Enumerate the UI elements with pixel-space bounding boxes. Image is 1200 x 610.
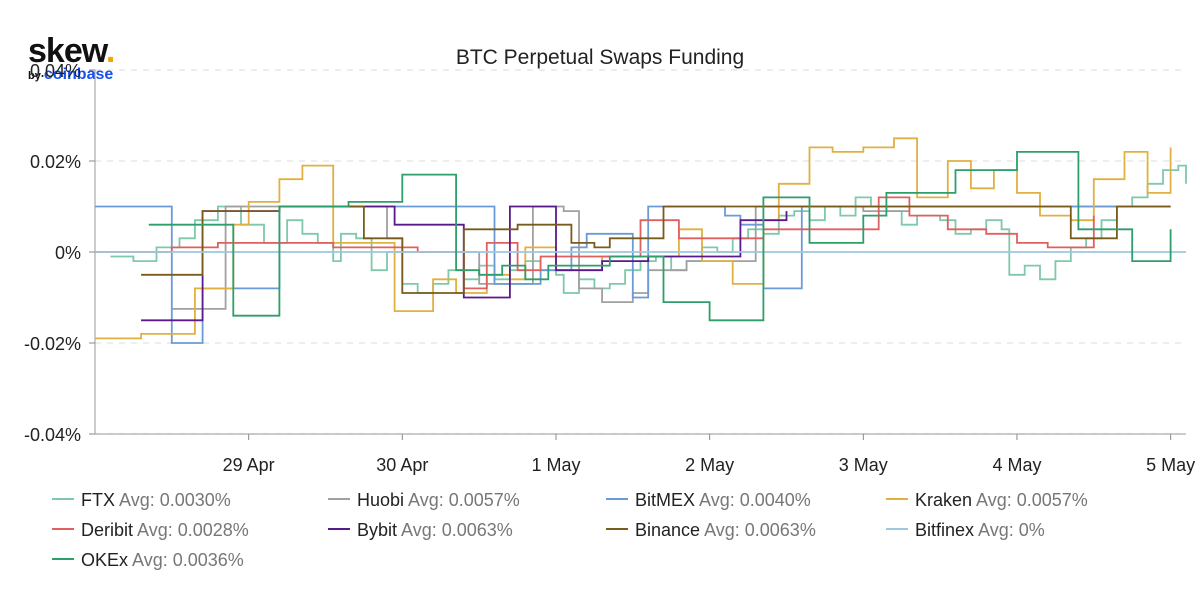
logo-dot: . [105, 32, 116, 70]
legend-series-name: Kraken [915, 490, 973, 510]
logo-brand: skew [28, 32, 107, 70]
legend-series-name: BitMEX [635, 490, 696, 510]
x-tick-label: 5 May [1146, 455, 1195, 475]
x-tick-label: 1 May [531, 455, 580, 475]
legend-series-name: Bitfinex [915, 520, 975, 540]
legend-series-name: OKEx [81, 550, 129, 570]
legend-series-name: Deribit [81, 520, 134, 540]
legend-series-average: Avg: 0.0040% [695, 490, 811, 510]
legend-swatch [52, 498, 74, 501]
legend-swatch [52, 528, 74, 531]
chart-title: BTC Perpetual Swaps Funding [455, 46, 745, 69]
legend-series-name: Binance [635, 520, 701, 540]
legend-series-name: Bybit [357, 520, 398, 540]
legend-item-binance[interactable]: Binance Avg: 0.0063% [606, 520, 816, 541]
y-tick-label: 0% [55, 243, 81, 263]
legend-item-okex[interactable]: OKEx Avg: 0.0036% [52, 550, 244, 571]
legend-series-average: Avg: 0.0036% [128, 550, 244, 570]
y-tick-label: 0.04% [30, 61, 81, 81]
legend-series-average: Avg: 0.0057% [972, 490, 1088, 510]
legend-item-bitfinex[interactable]: Bitfinex Avg: 0% [886, 520, 1045, 541]
legend-item-ftx[interactable]: FTX Avg: 0.0030% [52, 490, 231, 511]
legend-item-deribit[interactable]: Deribit Avg: 0.0028% [52, 520, 249, 541]
legend-swatch [606, 528, 628, 531]
y-tick-label: 0.02% [30, 152, 81, 172]
legend-swatch [886, 528, 908, 531]
axes: 0.04% 0.02% 0% -0.02% -0.04% 29 Apr 30 Apr 1 Ma… [24, 61, 1195, 475]
y-tick-label: -0.02% [24, 334, 81, 354]
series-lines [95, 137, 1187, 344]
legend-swatch [328, 528, 350, 531]
legend-swatch [52, 558, 74, 561]
legend-series-average: Avg: 0.0063% [700, 520, 816, 540]
legend-series-average: Avg: 0% [974, 520, 1045, 540]
x-tick-label: 2 May [685, 455, 734, 475]
y-tick-label: -0.04% [24, 425, 81, 445]
legend-swatch [328, 498, 350, 501]
x-tick-label: 30 Apr [376, 455, 428, 475]
legend-swatch [606, 498, 628, 501]
series-line-kraken [95, 137, 1172, 340]
logo-by: by [28, 70, 41, 82]
legend-swatch [886, 498, 908, 501]
legend-series-name: Huobi [357, 490, 405, 510]
x-tick-label: 4 May [992, 455, 1041, 475]
legend-item-kraken[interactable]: Kraken Avg: 0.0057% [886, 490, 1088, 511]
legend-series-average: Avg: 0.0028% [133, 520, 249, 540]
legend-series-name: FTX [81, 490, 115, 510]
x-tick-label: 3 May [839, 455, 888, 475]
legend-item-bybit[interactable]: Bybit Avg: 0.0063% [328, 520, 513, 541]
legend-series-average: Avg: 0.0057% [404, 490, 520, 510]
legend-series-average: Avg: 0.0030% [115, 490, 231, 510]
skew-logo: skew. by coinbase [28, 32, 116, 84]
legend-item-bitmex[interactable]: BitMEX Avg: 0.0040% [606, 490, 811, 511]
series-line-okex [148, 151, 1172, 322]
legend-item-huobi[interactable]: Huobi Avg: 0.0057% [328, 490, 520, 511]
legend-series-average: Avg: 0.0063% [397, 520, 513, 540]
x-tick-label: 29 Apr [223, 455, 275, 475]
